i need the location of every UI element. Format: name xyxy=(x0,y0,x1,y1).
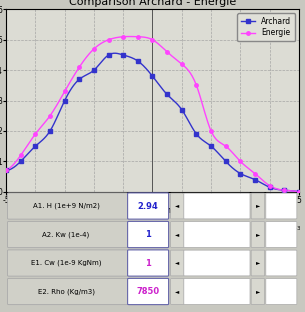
Text: ◄: ◄ xyxy=(175,261,180,266)
FancyBboxPatch shape xyxy=(184,250,250,276)
FancyBboxPatch shape xyxy=(8,250,127,276)
FancyBboxPatch shape xyxy=(266,222,297,247)
FancyBboxPatch shape xyxy=(171,279,184,305)
Text: 7850: 7850 xyxy=(137,287,160,296)
FancyBboxPatch shape xyxy=(171,222,184,247)
Title: Comparison Archard - Energie: Comparison Archard - Energie xyxy=(69,0,236,7)
Text: E1. Cw (1e-9 KgNm): E1. Cw (1e-9 KgNm) xyxy=(31,260,101,266)
FancyBboxPatch shape xyxy=(127,193,169,219)
Text: ►: ► xyxy=(256,232,260,237)
Text: A1. H (1e+9 N/m2): A1. H (1e+9 N/m2) xyxy=(33,203,99,209)
FancyBboxPatch shape xyxy=(8,193,127,219)
FancyBboxPatch shape xyxy=(171,193,184,219)
Text: 2.94: 2.94 xyxy=(138,202,159,211)
X-axis label: Axe Y (m): Axe Y (m) xyxy=(131,206,174,215)
FancyBboxPatch shape xyxy=(184,222,250,247)
FancyBboxPatch shape xyxy=(251,193,265,219)
FancyBboxPatch shape xyxy=(251,222,265,247)
Text: E2. Rho (Kg/m3): E2. Rho (Kg/m3) xyxy=(38,288,95,295)
FancyBboxPatch shape xyxy=(266,279,297,305)
FancyBboxPatch shape xyxy=(184,279,250,305)
Text: 1: 1 xyxy=(145,259,151,267)
FancyBboxPatch shape xyxy=(184,193,250,219)
FancyBboxPatch shape xyxy=(171,250,184,276)
FancyBboxPatch shape xyxy=(251,250,265,276)
FancyBboxPatch shape xyxy=(266,193,297,219)
FancyBboxPatch shape xyxy=(8,222,127,248)
Text: ►: ► xyxy=(256,261,260,266)
Text: ◄: ◄ xyxy=(175,232,180,237)
Text: ◄: ◄ xyxy=(175,203,180,208)
Legend: Archard, Energie: Archard, Energie xyxy=(238,13,295,41)
FancyBboxPatch shape xyxy=(266,250,297,276)
Text: ◄: ◄ xyxy=(175,289,180,294)
FancyBboxPatch shape xyxy=(8,278,127,305)
Text: A2. Kw (1e-4): A2. Kw (1e-4) xyxy=(42,231,90,238)
Text: $\times\,10^{-3}$: $\times\,10^{-3}$ xyxy=(275,225,302,237)
FancyBboxPatch shape xyxy=(251,279,265,305)
Text: ►: ► xyxy=(256,203,260,208)
FancyBboxPatch shape xyxy=(127,278,169,305)
FancyBboxPatch shape xyxy=(127,250,169,276)
FancyBboxPatch shape xyxy=(127,222,169,248)
Text: 1: 1 xyxy=(145,230,151,239)
Text: ►: ► xyxy=(256,289,260,294)
